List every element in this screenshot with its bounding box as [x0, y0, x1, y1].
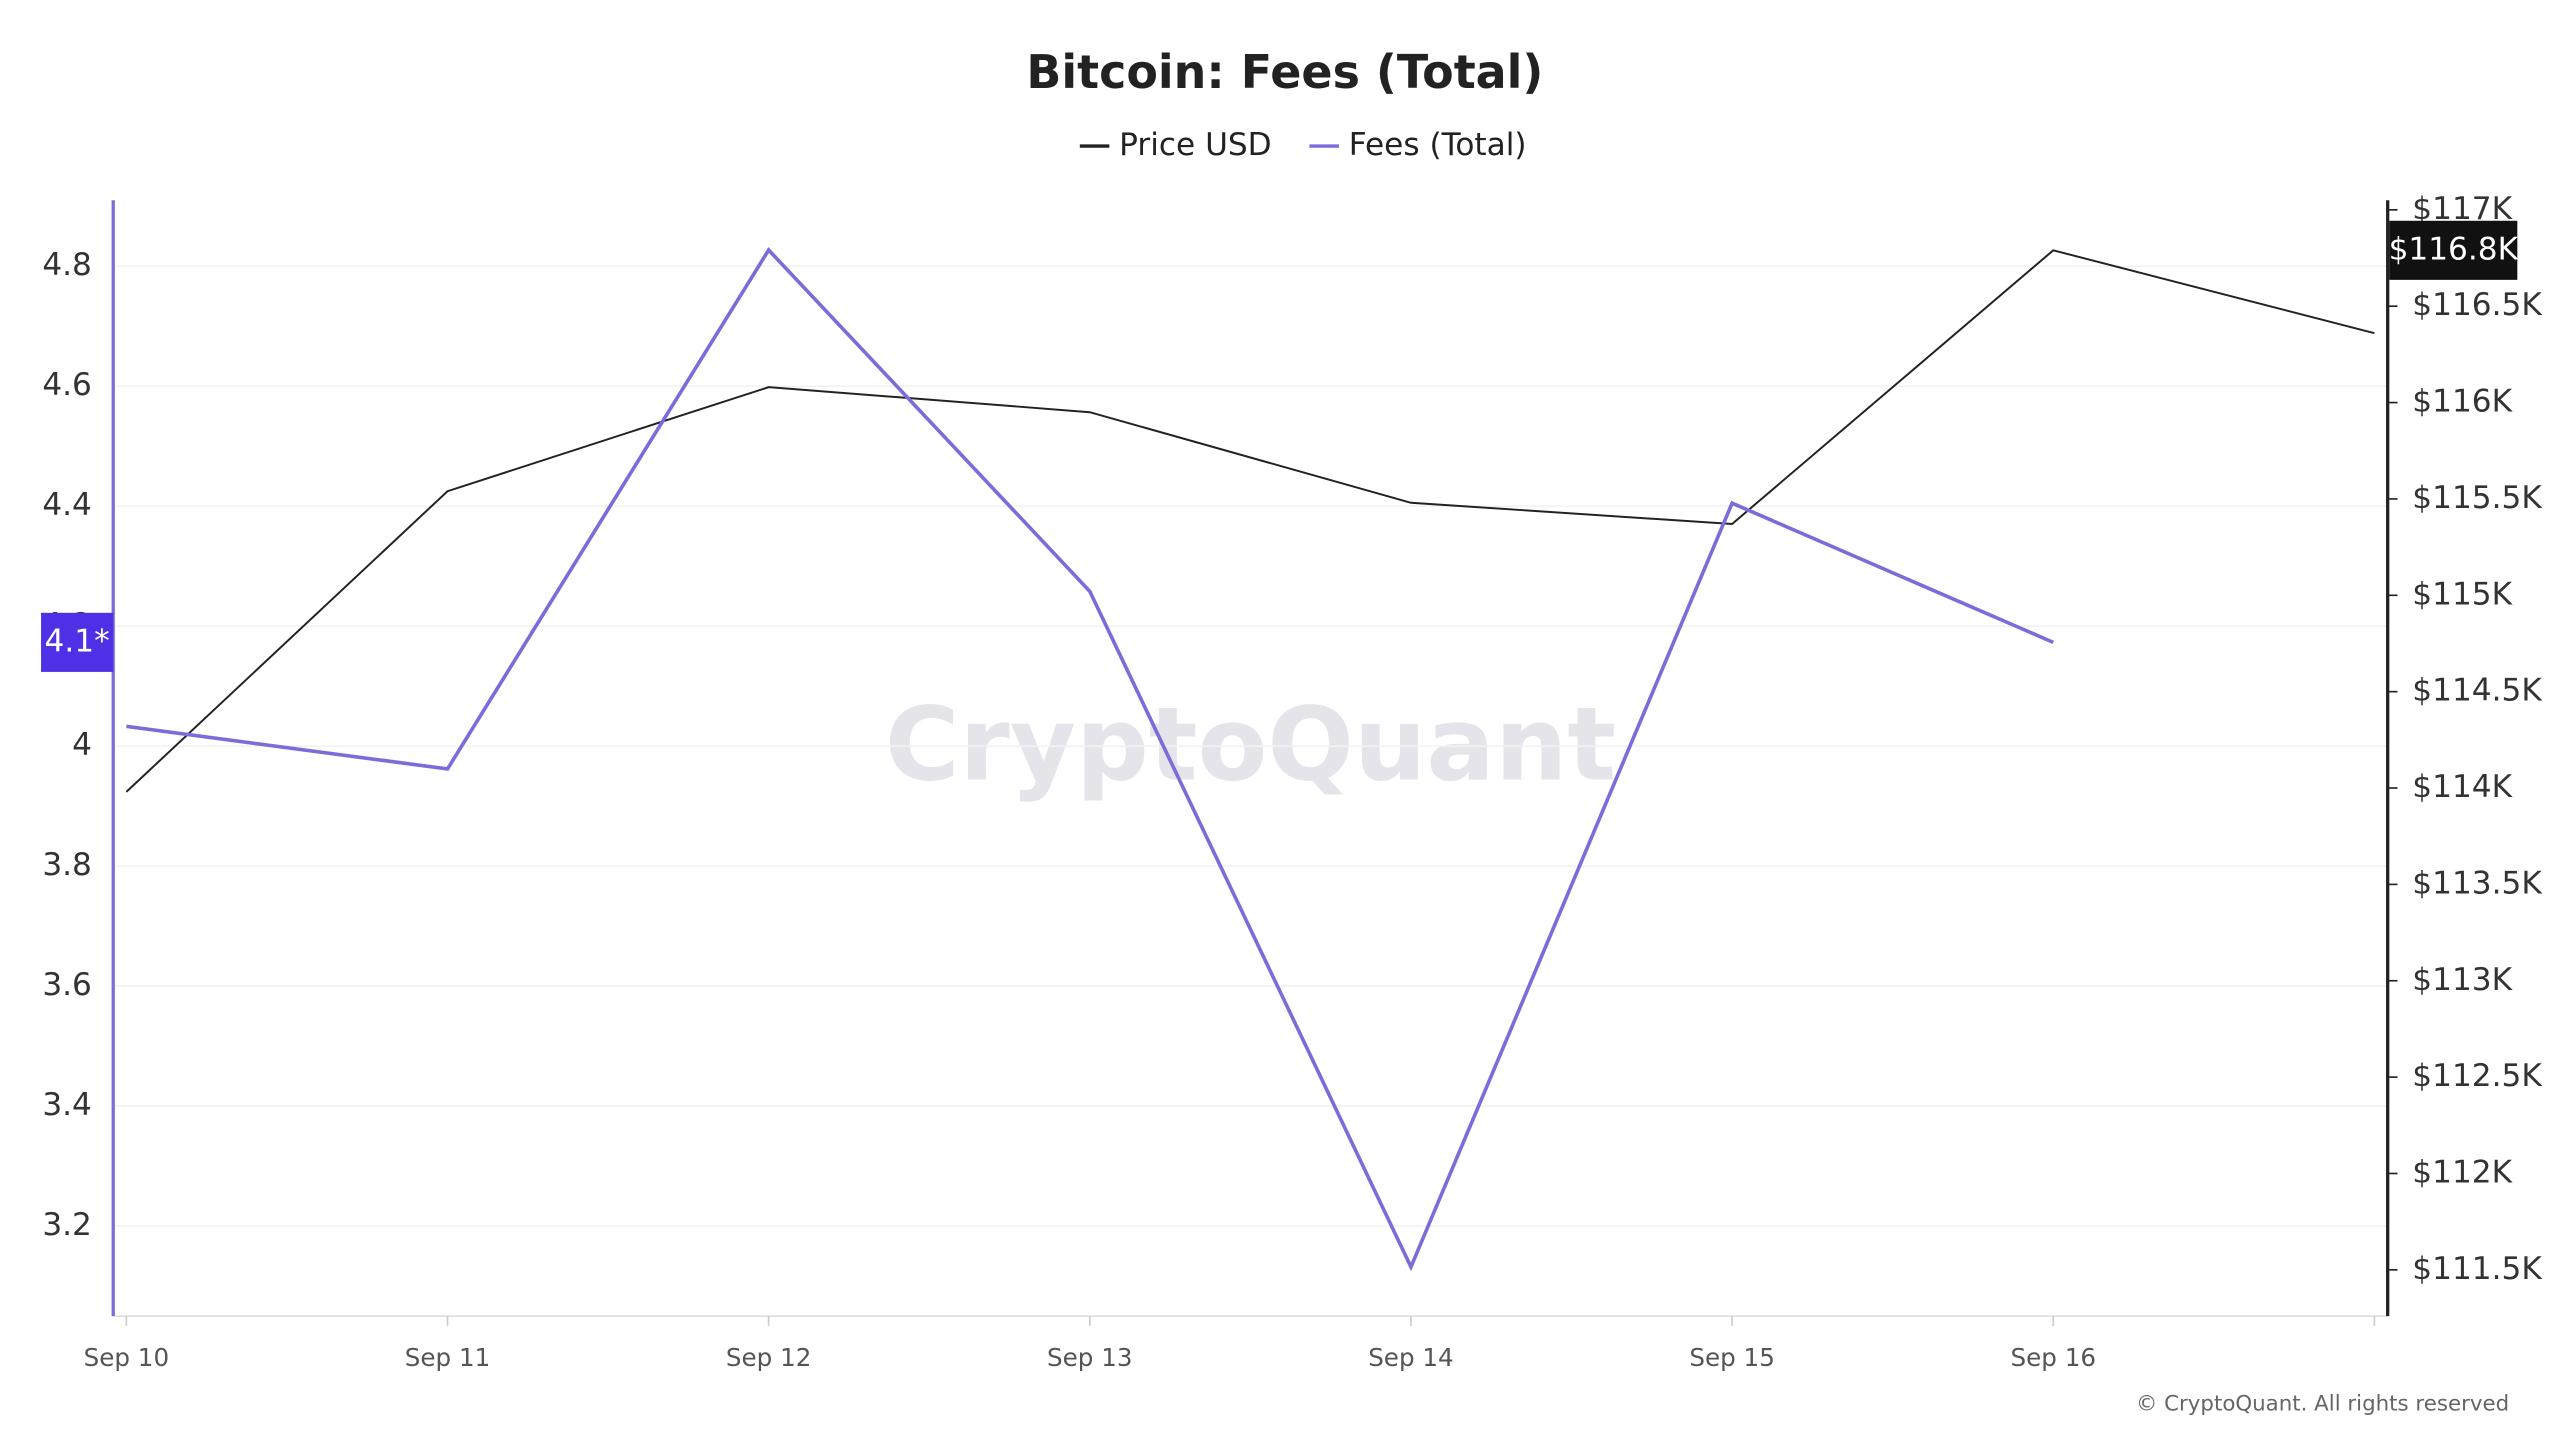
y2-tick-label: $116.5K	[2412, 287, 2543, 323]
value-badge-label: $116.8K	[2389, 231, 2520, 267]
y2-tick-label: $113.5K	[2412, 865, 2543, 901]
y-tick-label: 3.8	[42, 847, 92, 883]
y-tick-label: 3.2	[42, 1207, 92, 1243]
x-tick-label: Sep 14	[1368, 1343, 1454, 1372]
y2-tick-label: $114.5K	[2412, 673, 2543, 709]
y-tick-label: 4.4	[42, 487, 92, 523]
y2-tick-label: $115K	[2412, 576, 2513, 612]
y2-tick-label: $112.5K	[2412, 1058, 2543, 1094]
y2-tick-label: $114K	[2412, 769, 2513, 805]
watermark: CryptoQuant	[885, 685, 1616, 803]
legend-label: Price USD	[1119, 127, 1271, 163]
chart-title: Bitcoin: Fees (Total)	[1026, 45, 1543, 99]
series-line	[125, 249, 2375, 793]
x-tick-label: Sep 12	[726, 1343, 812, 1372]
x-tick-label: Sep 11	[405, 1343, 491, 1372]
value-badge	[41, 612, 114, 672]
y-tick-label: 3.4	[42, 1087, 92, 1123]
y-tick-label: 4.6	[42, 367, 92, 403]
footer: © CryptoQuant. All rights reserved	[2136, 1392, 2509, 1417]
series-line	[126, 247, 2054, 1272]
y-tick-label: 4	[72, 727, 92, 763]
value-badge	[2389, 220, 2518, 280]
x-tick-label: Sep 10	[84, 1343, 170, 1372]
y2-tick-label: $113K	[2412, 962, 2513, 998]
y-tick-label: 4.8	[42, 247, 92, 283]
x-tick-label: Sep 16	[2010, 1343, 2096, 1372]
y2-tick-label: $111.5K	[2412, 1251, 2543, 1287]
legend-label: Fees (Total)	[1349, 127, 1527, 163]
value-badge-label: 4.1*	[45, 623, 110, 659]
y2-tick-label: $116K	[2412, 384, 2513, 420]
y2-tick-label: $115.5K	[2412, 480, 2543, 516]
y-tick-label: 3.6	[42, 967, 92, 1003]
y2-tick-label: $112K	[2412, 1154, 2513, 1190]
x-tick-label: Sep 13	[1047, 1343, 1133, 1372]
x-tick-label: Sep 15	[1689, 1343, 1775, 1372]
